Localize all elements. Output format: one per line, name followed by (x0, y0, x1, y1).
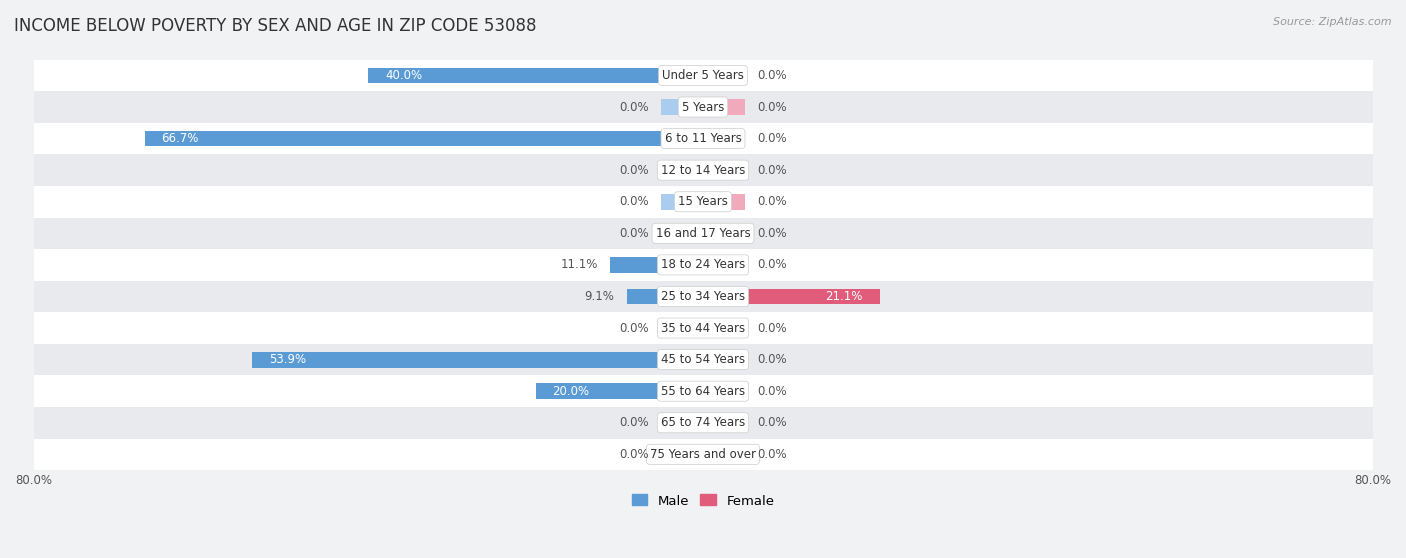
Bar (661, 320, 703, 336)
Text: 16 and 17 Years: 16 and 17 Years (655, 227, 751, 240)
Bar (34, 218, 1372, 249)
Bar (34, 281, 1372, 312)
Bar (34, 186, 1372, 218)
Text: 5 Years: 5 Years (682, 100, 724, 113)
Bar (703, 352, 745, 368)
Text: 65 to 74 Years: 65 to 74 Years (661, 416, 745, 429)
Text: 21.1%: 21.1% (825, 290, 863, 303)
Text: 0.0%: 0.0% (758, 448, 787, 461)
Bar (703, 288, 880, 304)
Text: 0.0%: 0.0% (758, 69, 787, 82)
Bar (368, 68, 703, 83)
Bar (34, 155, 1372, 186)
Bar (703, 320, 745, 336)
Bar (703, 383, 745, 399)
Bar (661, 194, 703, 210)
Text: 0.0%: 0.0% (758, 227, 787, 240)
Bar (661, 99, 703, 115)
Text: 55 to 64 Years: 55 to 64 Years (661, 384, 745, 398)
Bar (34, 439, 1372, 470)
Bar (536, 383, 703, 399)
Text: 0.0%: 0.0% (758, 258, 787, 271)
Text: 20.0%: 20.0% (553, 384, 589, 398)
Bar (703, 162, 745, 178)
Bar (34, 312, 1372, 344)
Bar (703, 99, 745, 115)
Bar (661, 162, 703, 178)
Text: 40.0%: 40.0% (385, 69, 422, 82)
Bar (34, 91, 1372, 123)
Bar (34, 376, 1372, 407)
Bar (34, 407, 1372, 439)
Text: 0.0%: 0.0% (758, 416, 787, 429)
Bar (252, 352, 703, 368)
Bar (627, 288, 703, 304)
Bar (34, 123, 1372, 155)
Text: 0.0%: 0.0% (758, 163, 787, 177)
Text: 18 to 24 Years: 18 to 24 Years (661, 258, 745, 271)
Text: 6 to 11 Years: 6 to 11 Years (665, 132, 741, 145)
Text: 35 to 44 Years: 35 to 44 Years (661, 321, 745, 335)
Text: 53.9%: 53.9% (269, 353, 305, 366)
Text: 0.0%: 0.0% (619, 416, 648, 429)
Bar (145, 131, 703, 147)
Text: INCOME BELOW POVERTY BY SEX AND AGE IN ZIP CODE 53088: INCOME BELOW POVERTY BY SEX AND AGE IN Z… (14, 17, 537, 35)
Text: 0.0%: 0.0% (758, 353, 787, 366)
Bar (610, 257, 703, 273)
Bar (703, 225, 745, 241)
Text: 0.0%: 0.0% (758, 321, 787, 335)
Text: 0.0%: 0.0% (619, 321, 648, 335)
Text: 9.1%: 9.1% (585, 290, 614, 303)
Text: 0.0%: 0.0% (619, 195, 648, 208)
Text: 66.7%: 66.7% (162, 132, 198, 145)
Text: Source: ZipAtlas.com: Source: ZipAtlas.com (1274, 17, 1392, 27)
Text: 12 to 14 Years: 12 to 14 Years (661, 163, 745, 177)
Text: 0.0%: 0.0% (619, 100, 648, 113)
Bar (34, 344, 1372, 376)
Text: 45 to 54 Years: 45 to 54 Years (661, 353, 745, 366)
Text: Under 5 Years: Under 5 Years (662, 69, 744, 82)
Bar (661, 415, 703, 431)
Text: 0.0%: 0.0% (758, 384, 787, 398)
Text: 75 Years and over: 75 Years and over (650, 448, 756, 461)
Text: 11.1%: 11.1% (560, 258, 598, 271)
Text: 0.0%: 0.0% (758, 100, 787, 113)
Text: 0.0%: 0.0% (758, 195, 787, 208)
Text: 0.0%: 0.0% (758, 132, 787, 145)
Legend: Male, Female: Male, Female (626, 489, 780, 513)
Text: 15 Years: 15 Years (678, 195, 728, 208)
Bar (703, 131, 745, 147)
Bar (703, 446, 745, 462)
Bar (703, 68, 745, 83)
Text: 0.0%: 0.0% (619, 448, 648, 461)
Bar (34, 60, 1372, 91)
Text: 0.0%: 0.0% (619, 163, 648, 177)
Bar (661, 225, 703, 241)
Text: 0.0%: 0.0% (619, 227, 648, 240)
Bar (661, 446, 703, 462)
Bar (703, 257, 745, 273)
Bar (703, 415, 745, 431)
Text: 25 to 34 Years: 25 to 34 Years (661, 290, 745, 303)
Bar (703, 194, 745, 210)
Bar (34, 249, 1372, 281)
